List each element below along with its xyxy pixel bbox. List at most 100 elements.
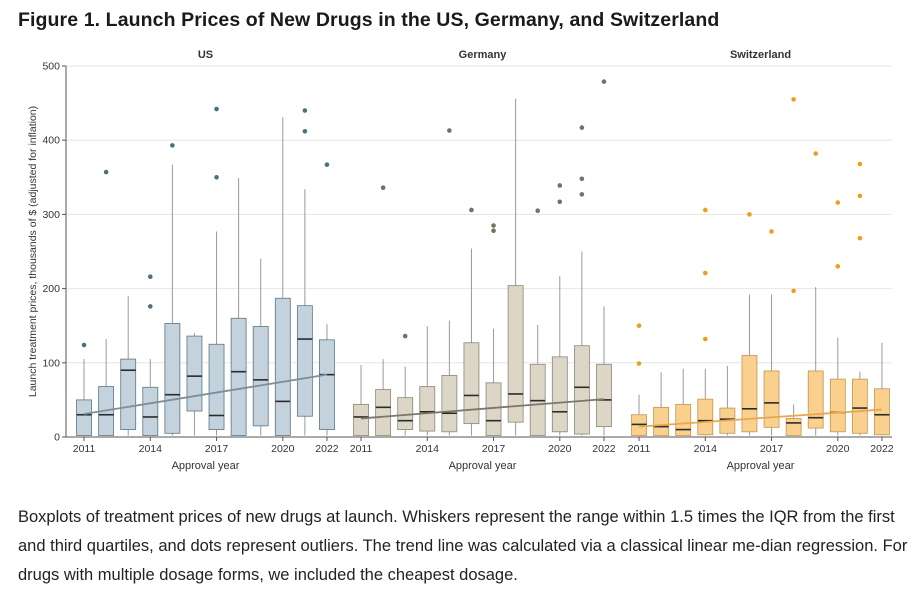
box-body: [829, 378, 846, 433]
box-2020: [274, 117, 291, 436]
x-tick-label: 2020: [548, 443, 572, 455]
box-2019: [529, 208, 546, 436]
box-body: [208, 343, 225, 430]
outlier-point: [491, 228, 496, 234]
box-body: [353, 403, 369, 436]
box-body: [419, 386, 436, 432]
outlier-point: [702, 270, 708, 276]
box-body: [596, 363, 612, 428]
outlier-point: [857, 235, 863, 241]
panel-title: US: [198, 49, 213, 61]
outlier-point: [791, 288, 796, 294]
box-body: [785, 418, 802, 436]
outlier-point: [380, 185, 386, 190]
box-body: [463, 342, 480, 425]
trend-line: [360, 398, 605, 420]
box-2018: [230, 178, 247, 436]
outlier-point: [579, 176, 585, 182]
box-body: [551, 356, 568, 433]
box-body: [319, 339, 335, 430]
x-axis-label: Approval year: [172, 460, 240, 472]
outlier-point: [147, 274, 153, 280]
box-body: [296, 305, 313, 417]
outlier-point: [636, 323, 642, 329]
box-2020: [829, 200, 846, 436]
gridlines: [66, 65, 892, 364]
box-2012: [98, 169, 115, 436]
box-2020: [551, 183, 568, 436]
box-2017: [763, 229, 780, 436]
x-tick-label: 2017: [482, 443, 506, 455]
box-body: [164, 323, 181, 434]
box-2013: [675, 368, 692, 436]
outlier-point: [491, 223, 496, 228]
box-body: [76, 399, 92, 436]
y-axis: 0 100 200 300 400 500: [42, 61, 892, 444]
outlier-point: [791, 97, 796, 102]
panel-title: Switzerland: [730, 49, 791, 61]
box-body: [807, 370, 824, 429]
box-2017: [485, 223, 502, 436]
outlier-point: [835, 200, 841, 205]
box-2017: [208, 106, 225, 436]
trend-line: [83, 373, 328, 415]
outlier-point: [747, 212, 752, 217]
x-tick-label: 2014: [694, 443, 718, 455]
box-2016: [186, 333, 203, 436]
y-tick-label: 100: [42, 357, 60, 369]
box-2018: [785, 97, 802, 436]
box-body: [573, 345, 590, 435]
box-body: [186, 335, 203, 412]
x-tick-label: 2022: [592, 443, 616, 455]
box-body: [851, 378, 868, 434]
boxplot-chart: 0 100 200 300 400 500 Launch treatment prices…: [27, 49, 894, 472]
outlier-point: [857, 161, 863, 167]
y-tick-label: 200: [42, 283, 60, 295]
box-2014: [142, 274, 159, 436]
panel-title: Germany: [459, 49, 508, 61]
outlier-point: [147, 304, 153, 309]
y-tick-label: 500: [42, 61, 60, 73]
box-body: [120, 358, 137, 430]
box-2012: [375, 185, 392, 436]
x-tick-label: 2011: [350, 443, 373, 455]
box-2018: [507, 98, 524, 436]
outlier-point: [447, 128, 452, 133]
box-2011: [76, 342, 92, 436]
box-2012: [653, 372, 670, 436]
box-2013: [397, 333, 414, 436]
box-2022: [319, 162, 335, 436]
box-body: [675, 403, 692, 436]
box-body: [507, 285, 524, 423]
box-body: [142, 386, 159, 436]
box-2015: [441, 128, 458, 436]
box-body: [441, 375, 458, 433]
box-2016: [463, 207, 480, 436]
box-2014: [697, 207, 714, 436]
x-tick-label: 2020: [271, 443, 295, 455]
box-2011: [631, 323, 647, 436]
x-tick-label: 2022: [870, 443, 894, 455]
outlier-point: [702, 336, 708, 342]
box-2011: [353, 365, 369, 436]
box-body: [697, 398, 714, 436]
outlier-point: [402, 333, 408, 339]
outlier-point: [324, 162, 330, 167]
y-tick-label: 300: [42, 209, 60, 221]
outlier-point: [835, 264, 841, 269]
box-body: [230, 317, 247, 436]
outlier-point: [302, 128, 308, 134]
outlier-point: [469, 207, 474, 213]
box-body: [653, 406, 670, 436]
x-tick-label: 2022: [315, 443, 339, 455]
box-2013: [120, 296, 137, 436]
outlier-point: [579, 125, 585, 130]
box-2019: [252, 258, 269, 436]
trend-line: [638, 408, 883, 428]
box-2021: [296, 108, 313, 436]
outlier-point: [302, 108, 308, 113]
box-2022: [874, 342, 890, 436]
outlier-point: [636, 361, 642, 366]
figure-title: Figure 1. Launch Prices of New Drugs in …: [18, 9, 720, 31]
box-2021: [851, 161, 868, 436]
